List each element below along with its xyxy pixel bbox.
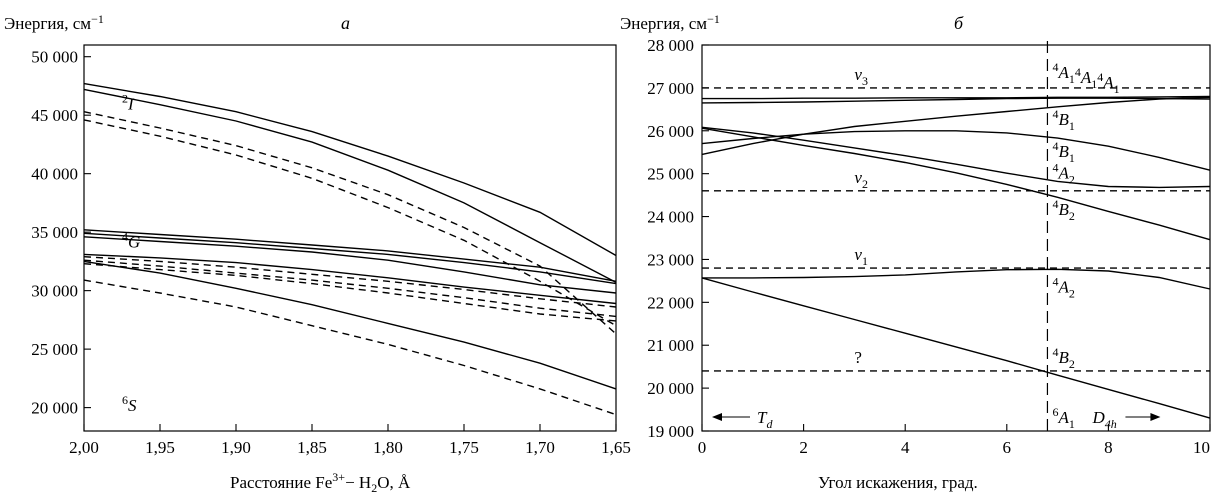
x-tick-label: 0 — [698, 438, 707, 457]
panel-a-x-axis-label: Расстояние Fe3+− H2O, Å — [230, 470, 411, 495]
term-annotation: 2I — [122, 91, 135, 113]
x-tick-label: 10 — [1193, 438, 1210, 457]
x-tick-label: 1,85 — [297, 438, 327, 457]
panel-b-series — [701, 95, 1211, 419]
y-tick-label: 20 000 — [647, 379, 694, 398]
y-tick-label: 22 000 — [647, 293, 694, 312]
x-tick-label: 1,75 — [449, 438, 479, 457]
series-line-11 — [83, 263, 617, 322]
y-tick-label: 20 000 — [31, 399, 78, 418]
series-line-2 — [701, 97, 1211, 104]
reference-level-label: v2 — [854, 168, 868, 191]
term-label: 4B2 — [1052, 197, 1074, 223]
series-line-5 — [83, 229, 617, 282]
panel-a-plot-frame — [83, 44, 617, 432]
term-label: 4A2 — [1052, 274, 1074, 300]
term-annotation: 4G — [122, 229, 140, 251]
panel-a-y-axis-label: Энергия, см−1 — [4, 12, 104, 33]
series-line-1 — [702, 95, 1211, 100]
panel-b-chart: Энергия, см−1 б 19 000 20 000 21 000 22 000… — [620, 12, 1211, 492]
panel-b-plot-frame — [701, 44, 1211, 432]
reference-level-label: v1 — [854, 245, 868, 268]
series-line-4 — [83, 119, 617, 327]
x-tick-label: 4 — [901, 438, 910, 457]
series-line-3 — [83, 111, 617, 335]
panel-b-reference-lines: v3 v2 v1? — [702, 41, 1210, 431]
y-tick-label: 26 000 — [647, 122, 694, 141]
y-tick-label: 28 000 — [647, 36, 694, 55]
y-tick-label: 30 000 — [31, 282, 78, 301]
x-tick-label: 2 — [799, 438, 808, 457]
panel-b-y-ticks: 19 000 20 000 21 000 22 000 23 000 24 000 25 0… — [647, 36, 709, 441]
series-line-5 — [701, 126, 1211, 189]
term-label: 4B2 — [1052, 345, 1074, 371]
x-tick-label: 2,00 — [69, 438, 99, 457]
x-tick-label: 8 — [1104, 438, 1113, 457]
y-tick-label: 25 000 — [31, 340, 78, 359]
term-label: 4B1 — [1052, 139, 1074, 165]
panel-a-annotations: 2I 4G 6S — [122, 91, 140, 415]
x-tick-label: 6 — [1003, 438, 1012, 457]
series-line-10 — [83, 259, 617, 318]
panel-b-x-axis-label: Угол искажения, град. — [818, 473, 978, 492]
y-tick-label: 45 000 — [31, 106, 78, 125]
reference-level-label: v3 — [854, 65, 868, 88]
symmetry-right-label: D4h — [1091, 408, 1116, 431]
panel-b-y-axis-label: Энергия, см−1 — [620, 12, 720, 33]
y-tick-label: 40 000 — [31, 165, 78, 184]
series-line-9 — [83, 256, 617, 308]
y-tick-label: 25 000 — [647, 165, 694, 184]
x-tick-label: 1,70 — [525, 438, 555, 457]
series-line-7 — [83, 236, 617, 294]
term-annotation: 6S — [122, 393, 137, 415]
y-tick-label: 21 000 — [647, 336, 694, 355]
panel-b-x-ticks: 0 2 4 6 8 10 — [698, 424, 1211, 457]
left-arrow-icon — [712, 413, 722, 421]
panel-a-series — [83, 82, 617, 416]
series-line-12 — [83, 260, 617, 390]
term-label: 4B1 — [1052, 107, 1074, 133]
panel-b-label: б — [954, 13, 964, 33]
y-tick-label: 23 000 — [647, 250, 694, 269]
series-line-2 — [83, 88, 617, 284]
series-line-6 — [701, 127, 1211, 241]
y-tick-label: 50 000 — [31, 48, 78, 67]
x-tick-label: 1,95 — [145, 438, 175, 457]
x-tick-label: 1,80 — [373, 438, 403, 457]
series-line-4 — [701, 130, 1211, 171]
term-label: 4A2 — [1052, 161, 1074, 187]
series-line-13 — [83, 279, 617, 416]
panel-b-symmetry-labels: Td D4h — [712, 408, 1161, 431]
y-tick-label: 35 000 — [31, 223, 78, 242]
x-tick-label: 1,90 — [221, 438, 251, 457]
panel-a-y-ticks: 20 000 25 000 30 000 35 000 40 000 45 000 50 0… — [31, 48, 91, 418]
series-line-8 — [83, 253, 617, 305]
term-label: 4A14A14A1 — [1052, 60, 1119, 96]
reference-level-label: ? — [854, 348, 862, 367]
panel-a-chart: Энергия, см−1 а 20 000 25 000 30 000 35 000… — [4, 12, 631, 495]
right-arrow-icon — [1150, 413, 1161, 421]
series-line-1 — [83, 82, 617, 257]
y-tick-label: 19 000 — [647, 422, 694, 441]
series-line-6 — [83, 232, 617, 285]
panel-a-label: а — [341, 13, 350, 33]
series-line-7 — [702, 268, 1211, 290]
series-line-3 — [701, 96, 1211, 156]
symmetry-left-label: Td — [757, 408, 773, 431]
term-label: 6A1 — [1052, 405, 1074, 431]
panel-a-x-ticks: 2,00 1,95 1,90 1,85 1,80 1,75 1,70 1,65 — [69, 424, 631, 457]
y-tick-label: 24 000 — [647, 208, 694, 227]
x-tick-label: 1,65 — [601, 438, 631, 457]
y-tick-label: 27 000 — [647, 79, 694, 98]
series-line-8 — [701, 277, 1211, 419]
